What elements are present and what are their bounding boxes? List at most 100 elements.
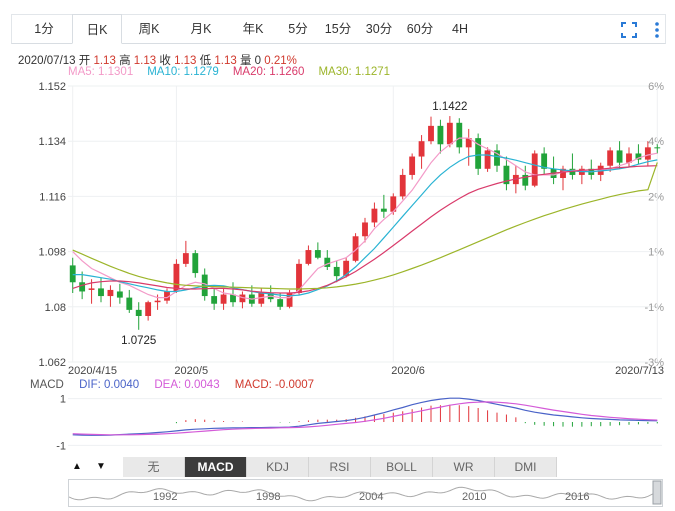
tab-月K[interactable]: 月K [190,22,212,36]
y-tick-label-right: 4% [648,136,664,148]
y-tick-label-right: -1% [644,302,664,314]
navigator-year-label: 2016 [565,491,589,503]
tab-60分[interactable]: 60分 [406,22,434,36]
candle-body [607,150,614,166]
ma-legend: MA5: 1.1301 MA10: 1.1279 MA20: 1.1260 MA30:… [68,66,404,78]
more-vertical-icon[interactable] [648,21,666,39]
ma-legend-item: MA10: 1.1279 [147,66,219,78]
candle-body [116,291,123,298]
scroll-down-button[interactable]: ▼ [96,461,106,472]
close-value: 1.13 [174,55,197,67]
navigator-chart: 1992 1998 2004 2010 2016 [69,480,662,505]
dea-line [72,401,658,436]
x-tick-label: 2020/7/13 [615,365,664,375]
candle-body [286,293,293,307]
candle-body [164,291,170,301]
macd-y-tick: 1 [60,394,66,406]
candle-body [126,297,133,310]
ma-line-ma30 [72,162,658,290]
candle-body [616,150,623,163]
indicator-tab-DMI[interactable]: DMI [495,457,557,477]
candle-body [296,263,302,293]
candle-body [135,309,142,316]
candle-body [154,300,161,303]
change-percent: 0.21% [264,55,297,67]
candle-body [305,250,312,264]
tab-周K[interactable]: 周K [138,22,160,36]
time-navigator[interactable]: 1992 1998 2004 2010 2016 [68,479,663,507]
x-tick-label: 2020/6 [391,365,425,375]
candle-body [211,296,218,304]
candle-body [494,150,500,166]
macd-y-tick: -1 [56,440,66,452]
tab-年K[interactable]: 年K [242,22,264,36]
candle-body [107,289,114,297]
indicator-tab-BOLL[interactable]: BOLL [371,457,433,477]
price-annotation: 1.0725 [121,335,156,347]
y-tick-label: 1.152 [38,81,66,93]
candle-body [79,282,86,292]
y-tick-label: 1.098 [38,247,66,259]
candle-body [418,141,425,157]
candle-body [371,208,378,223]
indicator-tab-WR[interactable]: WR [433,457,495,477]
info-date: 2020/07/13 [18,55,76,67]
candle-body [531,153,538,186]
ma-line-ma20 [72,165,658,294]
indicator-tab-MACD[interactable]: MACD [185,457,247,477]
indicator-tab-RSI[interactable]: RSI [309,457,371,477]
candle-body [258,293,265,304]
indicator-tab-KDJ[interactable]: KDJ [247,457,309,477]
candle-body [428,125,434,142]
candle-body [626,153,632,163]
low-label: 低 [199,55,212,67]
candle-body [192,253,199,274]
tab-日K[interactable]: 日K [72,14,122,44]
indicator-tab-无[interactable]: 无 [123,457,185,477]
candle-body [512,174,519,185]
open-label: 开 [78,55,91,67]
macd-chart: 1 -1 [56,394,662,452]
open-value: 1.13 [93,55,116,67]
navigator-year-label: 1992 [153,491,177,503]
tab-4H[interactable]: 4H [452,22,468,36]
tab-5分[interactable]: 5分 [288,22,308,36]
tab-15分[interactable]: 15分 [324,22,352,36]
candle-body [352,236,359,261]
indicator-bar: ▲ ▼ 无 MACD KDJ RSI BOLL WR DMI [67,457,660,477]
tab-30分[interactable]: 30分 [365,22,393,36]
dif-legend: DIF: 0.0040 [79,379,140,391]
period-tabs: 1分 日K 周K 月K 年K 5分 15分 30分 60分 4H [11,14,666,44]
candle-body [446,122,453,145]
y-tick-label-right: -3% [644,357,664,369]
candle-body [635,153,642,160]
navigator-year-label: 1998 [256,491,280,503]
x-tick-label: 2020/5 [174,365,208,375]
scroll-up-button[interactable]: ▲ [72,461,82,472]
candle-body [456,122,463,148]
candle-body [145,302,152,316]
tab-1分[interactable]: 1分 [34,22,54,36]
candle-body [409,156,416,175]
dif-line [72,397,658,436]
y-tick-label: 1.116 [39,191,66,203]
candle-body [88,288,95,290]
y-tick-label-right: 2% [648,191,664,203]
navigator-line [69,486,658,502]
candle-body [182,253,189,264]
candle-body [654,147,661,149]
candle-body [239,294,246,303]
volume-label: 量 [239,55,252,67]
volume-value: 0 [254,55,262,67]
high-value: 1.13 [133,55,157,67]
candle-body [362,222,368,237]
low-value: 1.13 [214,55,237,67]
fullscreen-icon[interactable] [620,21,638,39]
candle-body [277,299,284,307]
candle-body [560,168,566,178]
candlestick-chart: 1.152 6% 1.134 4% 1.116 2% 1.098 1% 1.08 -1% 1.062… [38,81,664,375]
candle-body [484,150,491,169]
candle-body [465,138,472,148]
candle-body [399,174,406,197]
candle-body [173,263,180,292]
